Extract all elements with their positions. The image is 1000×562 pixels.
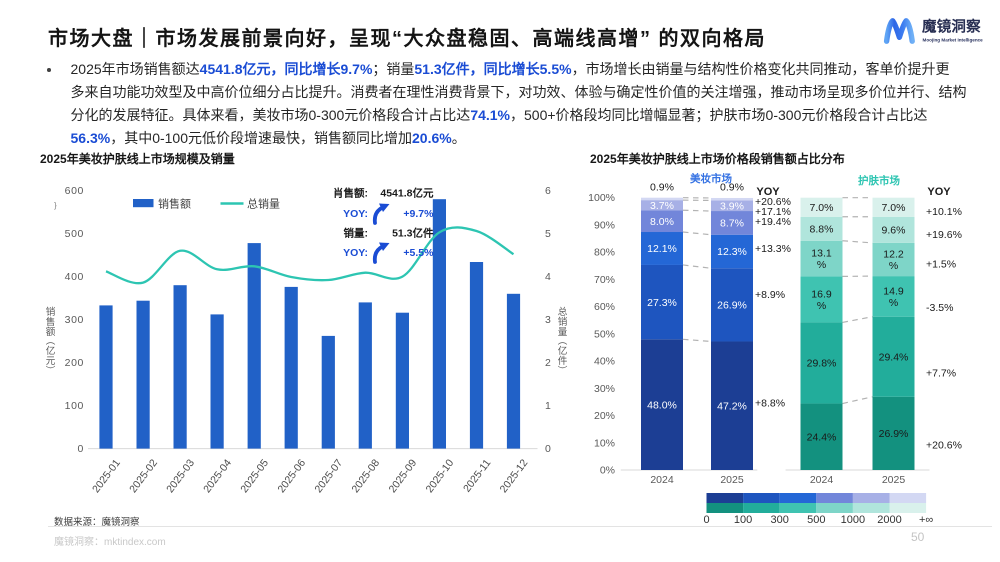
svg-text:70%: 70% (594, 274, 615, 286)
svg-text:6: 6 (545, 185, 551, 197)
svg-text:YOY: YOY (927, 186, 951, 198)
svg-text:26.9%: 26.9% (879, 428, 909, 440)
svg-text:+1.5%: +1.5% (926, 258, 956, 270)
svg-text:总销量: 总销量 (247, 197, 280, 211)
svg-text:4: 4 (545, 271, 551, 283)
svg-text:3.7%: 3.7% (650, 200, 674, 212)
svg-text:20%: 20% (594, 410, 615, 422)
svg-text:100: 100 (734, 514, 752, 526)
svg-text:销售额: 销售额 (158, 197, 191, 211)
svg-text:12.1%: 12.1% (647, 243, 677, 255)
svg-text:90%: 90% (594, 219, 615, 231)
svg-text:30%: 30% (594, 383, 615, 395)
svg-text:}: } (54, 201, 57, 210)
svg-text:0%: 0% (600, 465, 615, 477)
svg-text:+17.1%: +17.1% (755, 206, 791, 218)
svg-text:300: 300 (65, 314, 84, 326)
svg-text:2024: 2024 (810, 474, 834, 486)
svg-text:80%: 80% (594, 247, 615, 259)
svg-text:Moojing Market Intelligence: Moojing Market Intelligence (923, 37, 984, 42)
svg-text:2024: 2024 (650, 474, 674, 486)
svg-text:600: 600 (65, 185, 84, 197)
svg-text:50%: 50% (594, 328, 615, 340)
svg-text:2000: 2000 (877, 514, 901, 526)
svg-text:51.3亿件: 51.3亿件 (392, 227, 434, 240)
svg-text:100%: 100% (588, 192, 615, 204)
svg-text:500: 500 (807, 514, 825, 526)
svg-text:100: 100 (65, 400, 84, 412)
svg-text:+8.9%: +8.9% (755, 289, 785, 301)
svg-text:7.0%: 7.0% (882, 202, 906, 214)
svg-text:+7.7%: +7.7% (926, 368, 956, 380)
svg-text:+8.8%: +8.8% (755, 398, 785, 410)
svg-text:0.9%: 0.9% (720, 182, 744, 194)
svg-text:500: 500 (65, 228, 84, 240)
svg-text:27.3%: 27.3% (647, 297, 677, 309)
svg-text:8.8%: 8.8% (810, 223, 834, 235)
svg-text:魔镜洞察: 魔镜洞察 (922, 18, 981, 36)
svg-text:+19.6%: +19.6% (926, 229, 962, 241)
svg-text:YOY:: YOY: (343, 247, 368, 259)
svg-text:YOY:: YOY: (343, 208, 368, 220)
svg-text:+10.1%: +10.1% (926, 206, 962, 218)
svg-text:48.0%: 48.0% (647, 399, 677, 411)
svg-text:+5.5%: +5.5% (403, 247, 434, 259)
svg-text:2: 2 (545, 357, 551, 369)
svg-text:0.9%: 0.9% (650, 181, 674, 193)
svg-text:0: 0 (545, 443, 551, 455)
svg-text:12.3%: 12.3% (717, 246, 747, 258)
svg-text:400: 400 (65, 271, 84, 283)
svg-text:+13.3%: +13.3% (755, 243, 791, 255)
svg-text:26.9%: 26.9% (717, 300, 747, 312)
svg-text:美妆市场: 美妆市场 (690, 172, 732, 185)
svg-text:10%: 10% (594, 437, 615, 449)
svg-text:8.0%: 8.0% (650, 216, 674, 228)
svg-text:29.4%: 29.4% (879, 351, 909, 363)
svg-text:4541.8亿元: 4541.8亿元 (380, 187, 434, 200)
svg-text:+20.6%: +20.6% (755, 196, 791, 208)
svg-text:47.2%: 47.2% (717, 400, 747, 412)
svg-text:2025年美妆护肤线上市场价格段销售额占比分布: 2025年美妆护肤线上市场价格段销售额占比分布 (590, 151, 845, 166)
svg-text:200: 200 (65, 357, 84, 369)
svg-text:肖售额:: 肖售额: (333, 187, 368, 200)
svg-text:销量:: 销量: (344, 227, 369, 240)
svg-text:YOY: YOY (756, 186, 780, 198)
svg-text:24.4%: 24.4% (807, 432, 837, 444)
svg-text:40%: 40% (594, 356, 615, 368)
svg-text:2025: 2025 (720, 474, 744, 486)
svg-text:+19.4%: +19.4% (755, 216, 791, 228)
svg-text:8.7%: 8.7% (720, 218, 744, 230)
svg-text:9.6%: 9.6% (882, 225, 906, 237)
svg-text:+9.7%: +9.7% (403, 208, 434, 220)
svg-text:护肤市场: 护肤市场 (858, 174, 900, 187)
svg-text:1000: 1000 (841, 514, 865, 526)
svg-text:1: 1 (545, 400, 551, 412)
svg-text:+20.6%: +20.6% (926, 439, 962, 451)
svg-text:5: 5 (545, 228, 551, 240)
svg-text:-3.5%: -3.5% (926, 302, 953, 314)
svg-text:2025年美妆护肤线上市场规模及销量: 2025年美妆护肤线上市场规模及销量 (40, 151, 235, 166)
svg-text:+∞: +∞ (919, 514, 933, 526)
svg-text:300: 300 (771, 514, 789, 526)
svg-text:0: 0 (703, 514, 709, 526)
svg-text:60%: 60% (594, 301, 615, 313)
svg-text:0: 0 (78, 443, 84, 455)
svg-text:29.8%: 29.8% (807, 358, 837, 370)
svg-text:7.0%: 7.0% (810, 202, 834, 214)
svg-text:3.9%: 3.9% (720, 200, 744, 212)
svg-text:3: 3 (545, 314, 551, 326)
svg-text:2025: 2025 (882, 474, 906, 486)
